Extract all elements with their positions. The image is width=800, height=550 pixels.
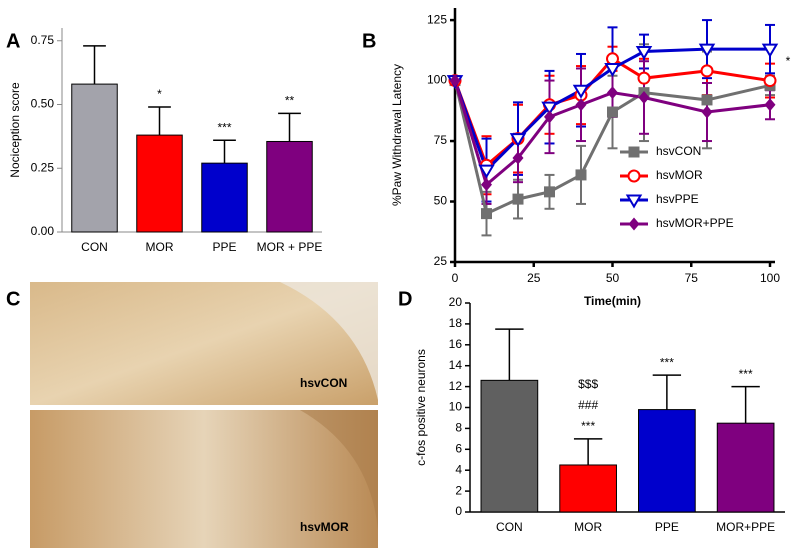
x-tick-label: 75 (685, 271, 699, 285)
legend-marker (627, 169, 641, 183)
y-tick-label: 10 (449, 400, 463, 414)
point (638, 91, 650, 105)
point (606, 52, 619, 66)
point (607, 106, 618, 118)
point (478, 164, 495, 179)
significance: ### (578, 398, 598, 412)
x-tick-label: 50 (606, 271, 620, 285)
bar (638, 409, 696, 513)
point (604, 62, 621, 77)
x-tick-label: 0 (452, 271, 459, 285)
y-axis-label: Nociception score (8, 82, 22, 178)
y-tick-label: 6 (455, 441, 462, 455)
legend-label: hsvPPE (656, 192, 699, 206)
point (575, 169, 587, 181)
point (701, 94, 713, 106)
point (637, 71, 651, 85)
y-tick-label: 0 (455, 504, 462, 518)
point (544, 110, 555, 124)
point (572, 84, 590, 99)
bar (716, 422, 775, 513)
annotation: * (786, 54, 791, 68)
significance: * (157, 87, 162, 101)
legend-marker (628, 217, 640, 231)
bar (559, 464, 617, 513)
point (512, 151, 524, 165)
x-tick-label: MOR (574, 520, 602, 534)
panel-letter: C (6, 288, 20, 310)
legend-marker (628, 146, 640, 158)
bar (71, 83, 118, 233)
y-tick-label: 8 (455, 421, 462, 435)
y-tick-label: 0.25 (31, 160, 55, 174)
significance: ** (285, 94, 295, 108)
point (544, 186, 555, 198)
y-tick-label: 50 (434, 194, 448, 208)
significance: *** (739, 367, 753, 381)
panel-letter: A (6, 30, 20, 52)
panel-letter: B (362, 30, 376, 52)
x-tick-label: CON (496, 520, 523, 534)
y-tick-label: 75 (434, 133, 448, 147)
y-tick-label: 0.50 (31, 97, 55, 111)
point (635, 46, 653, 61)
micrograph (30, 410, 378, 548)
point (449, 74, 461, 88)
y-tick-label: 100 (427, 73, 447, 87)
x-tick-label: 100 (760, 271, 780, 285)
x-tick-label: PPE (212, 240, 236, 254)
tissue-edge (300, 410, 378, 530)
panel-letter: D (398, 288, 412, 310)
y-tick-label: 16 (449, 337, 463, 351)
point (763, 74, 777, 88)
y-tick-label: 25 (434, 254, 448, 268)
point (764, 98, 776, 112)
bar (480, 379, 539, 513)
y-tick-label: 14 (449, 358, 463, 372)
y-tick-label: 20 (449, 295, 463, 309)
y-tick-label: 2 (455, 483, 462, 497)
bar (201, 162, 248, 233)
point (701, 105, 713, 119)
micrograph-label: hsvMOR (300, 520, 349, 534)
point (761, 43, 779, 58)
x-tick-label: PPE (655, 520, 679, 534)
point (509, 133, 527, 148)
micrograph-label: hsvCON (300, 376, 347, 390)
point (700, 64, 714, 78)
x-axis-label: Time(min) (584, 294, 641, 308)
x-tick-label: CON (81, 240, 108, 254)
bar (136, 134, 183, 233)
x-tick-label: MOR + PPE (257, 240, 323, 254)
x-tick-label: MOR (146, 240, 174, 254)
x-tick-label: 25 (527, 271, 541, 285)
point (481, 208, 492, 220)
bar (266, 140, 313, 233)
point (575, 98, 587, 112)
y-tick-label: 0.00 (31, 224, 55, 238)
y-tick-label: 12 (449, 379, 463, 393)
point (512, 193, 524, 205)
y-tick-label: 4 (455, 462, 462, 476)
y-tick-label: 18 (449, 316, 463, 330)
significance: *** (581, 419, 595, 433)
point (607, 86, 618, 100)
legend-label: hsvCON (656, 144, 701, 158)
y-axis-label: %Paw Withdrawal Latency (390, 64, 404, 206)
significance: *** (217, 120, 231, 134)
point (698, 43, 716, 58)
legend-label: hsvMOR+PPE (656, 216, 734, 230)
point (481, 178, 492, 192)
y-tick-label: 125 (427, 12, 447, 26)
legend-marker (625, 194, 643, 209)
x-tick-label: MOR+PPE (716, 520, 775, 534)
tissue-edge (280, 282, 378, 400)
y-axis-label: c-fos positive neurons (414, 349, 428, 466)
significance: *** (660, 355, 674, 369)
y-tick-label: 0.75 (31, 33, 55, 47)
legend-label: hsvMOR (656, 168, 703, 182)
significance: $$$ (578, 377, 598, 391)
point (541, 101, 558, 116)
